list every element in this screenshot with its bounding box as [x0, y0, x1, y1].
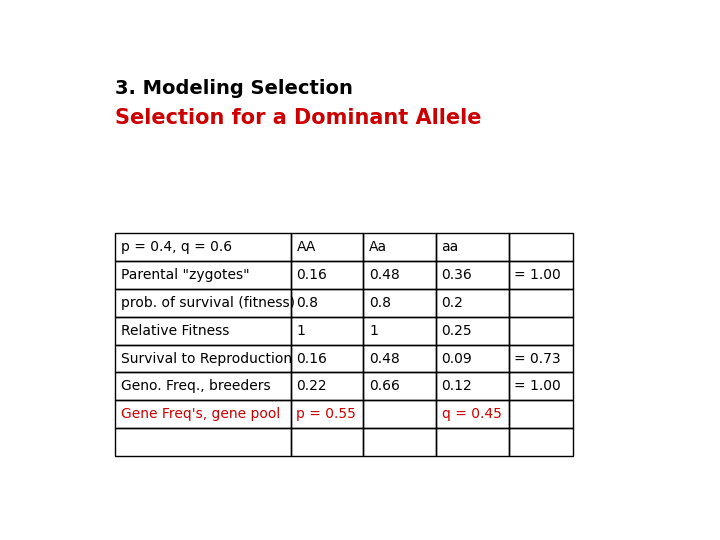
- Text: Aa: Aa: [369, 240, 387, 254]
- Bar: [291, 261, 364, 289]
- Bar: [291, 289, 364, 317]
- Bar: [115, 317, 291, 345]
- Text: 1: 1: [297, 323, 305, 338]
- Text: 0.2: 0.2: [441, 296, 464, 310]
- Text: AA: AA: [297, 240, 316, 254]
- Text: aa: aa: [441, 240, 459, 254]
- Bar: [436, 233, 508, 261]
- Text: = 1.00: = 1.00: [514, 380, 561, 394]
- Bar: [436, 317, 508, 345]
- Bar: [115, 289, 291, 317]
- Text: 0.25: 0.25: [441, 323, 472, 338]
- Bar: [508, 317, 572, 345]
- Bar: [291, 233, 364, 261]
- Bar: [436, 373, 508, 400]
- Text: 0.16: 0.16: [297, 268, 328, 282]
- Text: Geno. Freq., breeders: Geno. Freq., breeders: [121, 380, 270, 394]
- Text: 3. Modeling Selection: 3. Modeling Selection: [115, 79, 353, 98]
- Bar: [364, 400, 436, 428]
- Text: 0.09: 0.09: [441, 352, 472, 366]
- Text: = 0.73: = 0.73: [514, 352, 561, 366]
- Text: Gene Freq's, gene pool: Gene Freq's, gene pool: [121, 407, 280, 421]
- Text: p = 0.4, q = 0.6: p = 0.4, q = 0.6: [121, 240, 232, 254]
- Text: 0.16: 0.16: [297, 352, 328, 366]
- Bar: [291, 373, 364, 400]
- Text: 0.22: 0.22: [297, 380, 327, 394]
- Bar: [436, 289, 508, 317]
- Text: Survival to Reproduction: Survival to Reproduction: [121, 352, 292, 366]
- Bar: [115, 428, 291, 456]
- Bar: [508, 345, 572, 373]
- Bar: [115, 261, 291, 289]
- Bar: [364, 428, 436, 456]
- Text: Selection for a Dominant Allele: Selection for a Dominant Allele: [115, 109, 482, 129]
- Text: p = 0.55: p = 0.55: [297, 407, 356, 421]
- Bar: [364, 373, 436, 400]
- Bar: [508, 400, 572, 428]
- Text: Parental "zygotes": Parental "zygotes": [121, 268, 249, 282]
- Bar: [115, 373, 291, 400]
- Bar: [115, 233, 291, 261]
- Bar: [115, 400, 291, 428]
- Bar: [115, 345, 291, 373]
- Bar: [291, 428, 364, 456]
- Bar: [291, 317, 364, 345]
- Bar: [508, 289, 572, 317]
- Bar: [364, 317, 436, 345]
- Bar: [364, 233, 436, 261]
- Text: prob. of survival (fitness): prob. of survival (fitness): [121, 296, 294, 310]
- Text: 0.48: 0.48: [369, 352, 400, 366]
- Text: 0.8: 0.8: [297, 296, 318, 310]
- Text: Relative Fitness: Relative Fitness: [121, 323, 229, 338]
- Text: 0.12: 0.12: [441, 380, 472, 394]
- Bar: [508, 261, 572, 289]
- Text: 0.66: 0.66: [369, 380, 400, 394]
- Bar: [291, 400, 364, 428]
- Bar: [364, 345, 436, 373]
- Text: 0.8: 0.8: [369, 296, 391, 310]
- Text: 1: 1: [369, 323, 378, 338]
- Text: = 1.00: = 1.00: [514, 268, 561, 282]
- Text: 0.48: 0.48: [369, 268, 400, 282]
- Bar: [508, 373, 572, 400]
- Bar: [291, 345, 364, 373]
- Bar: [436, 261, 508, 289]
- Bar: [508, 233, 572, 261]
- Bar: [436, 400, 508, 428]
- Text: 0.36: 0.36: [441, 268, 472, 282]
- Text: q = 0.45: q = 0.45: [441, 407, 501, 421]
- Bar: [364, 261, 436, 289]
- Bar: [436, 428, 508, 456]
- Bar: [364, 289, 436, 317]
- Bar: [436, 345, 508, 373]
- Bar: [508, 428, 572, 456]
